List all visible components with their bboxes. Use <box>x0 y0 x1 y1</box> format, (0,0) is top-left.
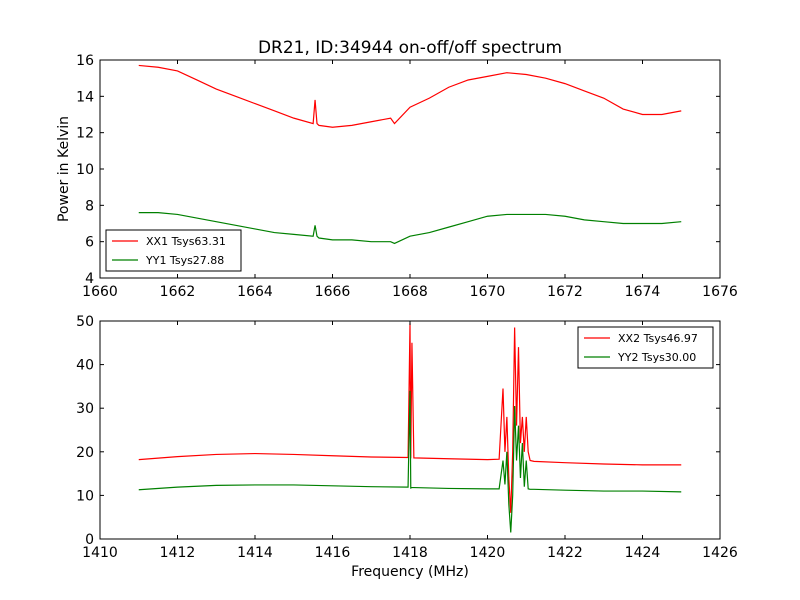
legend-box <box>105 229 242 272</box>
x-tick-label: 1412 <box>160 545 196 561</box>
legend-label: YY2 Tsys30.00 <box>617 351 696 364</box>
series-line-xx <box>138 323 682 513</box>
figure-title: DR21, ID:34944 on-off/off spectrum <box>258 38 562 58</box>
top-spectrum-panel: 1660 1662 1664 1666 1668 1670 1672 1674 1676 4 6 8 1… <box>76 53 738 300</box>
y-tick-label: 12 <box>76 126 94 142</box>
y-tick-label: 0 <box>85 532 94 548</box>
x-tick-label: 1416 <box>315 545 351 561</box>
y-axis-label: Power in Kelvin <box>56 116 72 222</box>
x-tick-label: 1668 <box>392 284 428 300</box>
y-tick-label: 10 <box>76 162 94 178</box>
bottom-spectrum-panel: 1410 1412 1414 1416 1418 1420 1422 1424 1426 0 10 2… <box>76 314 738 561</box>
x-tick-label: 1662 <box>160 284 196 300</box>
x-tick-label: 1670 <box>470 284 506 300</box>
legend: XX1 Tsys63.31 YY1 Tsys27.88 <box>105 229 242 272</box>
x-tick-label: 1410 <box>82 545 118 561</box>
x-tick-label: 1674 <box>625 284 661 300</box>
x-tick-label: 1664 <box>237 284 273 300</box>
y-tick-label: 16 <box>76 53 94 69</box>
y-tick-label: 20 <box>76 445 94 461</box>
series-line-yy <box>138 390 682 533</box>
series-line-yy <box>138 212 682 245</box>
y-tick-label: 6 <box>85 235 94 251</box>
x-tick-label: 1422 <box>547 545 583 561</box>
y-tick-label: 30 <box>76 401 94 417</box>
x-tick-label: 1672 <box>547 284 583 300</box>
y-tick-label: 10 <box>76 488 94 504</box>
x-tick-label: 1676 <box>702 284 738 300</box>
x-tick-label: 1420 <box>470 545 506 561</box>
series-line-xx <box>138 64 682 128</box>
y-tick-label: 8 <box>85 198 94 214</box>
legend-label: XX2 Tsys46.97 <box>618 332 698 345</box>
x-tick-label: 1660 <box>82 284 118 300</box>
y-tick-label: 50 <box>76 314 94 330</box>
x-tick-label: 1414 <box>237 545 273 561</box>
x-tick-label: 1666 <box>315 284 351 300</box>
legend: XX2 Tsys46.97 YY2 Tsys30.00 <box>577 326 714 369</box>
x-tick-label: 1426 <box>702 545 738 561</box>
x-axis-label: Frequency (MHz) <box>351 564 469 580</box>
x-tick-label: 1418 <box>392 545 428 561</box>
y-tick-label: 4 <box>85 271 94 287</box>
legend-label: YY1 Tsys27.88 <box>145 254 224 267</box>
y-tick-label: 40 <box>76 358 94 374</box>
x-tick-label: 1424 <box>625 545 661 561</box>
legend-label: XX1 Tsys63.31 <box>146 235 226 248</box>
y-tick-label: 14 <box>76 89 94 105</box>
legend-box <box>577 326 714 369</box>
